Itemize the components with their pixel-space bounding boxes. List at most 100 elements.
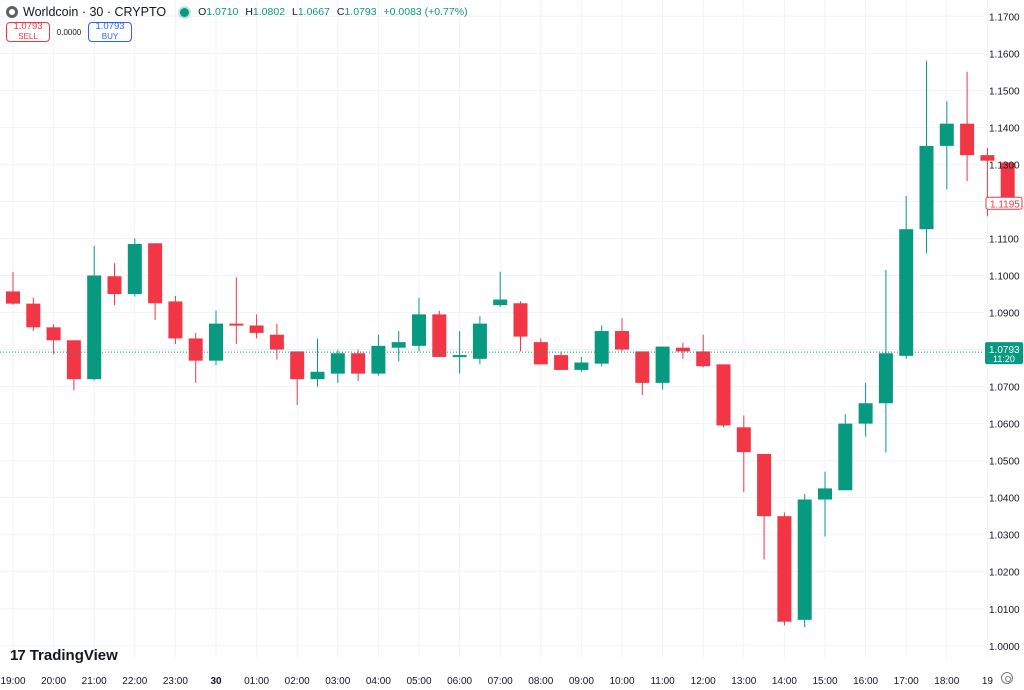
candle-body <box>736 427 751 453</box>
x-tick-label: 18:00 <box>934 676 959 687</box>
x-tick-label: 10:00 <box>609 676 634 687</box>
close-label: C <box>336 6 345 18</box>
low-value: 1.0667 <box>297 6 330 18</box>
x-tick-label: 12:00 <box>691 676 716 687</box>
candle-body <box>168 301 183 339</box>
close-value: 1.0793 <box>344 6 377 18</box>
candle-body <box>513 303 528 337</box>
time-axis[interactable]: 19:00 20:00 21:00 22:00 23:00 30 01:00 02:00 03:… <box>0 676 993 687</box>
candle-body <box>391 342 406 348</box>
candle-body <box>330 353 345 374</box>
symbol-name[interactable]: Worldcoin · 30 · CRYPTO <box>23 5 167 19</box>
candle-body <box>635 351 650 383</box>
candle-body <box>960 123 975 156</box>
x-tick-label: 04:00 <box>366 676 391 687</box>
symbol-legend: Worldcoin · 30 · CRYPTO O1.0710 H1.0802 … <box>6 4 468 20</box>
candle-body <box>229 323 244 326</box>
candle-body <box>209 323 223 361</box>
x-tick-label: 02:00 <box>285 676 310 687</box>
x-tick-label: 30 <box>210 676 222 687</box>
high-label: H <box>245 6 253 18</box>
candle-body <box>66 340 81 380</box>
x-tick-label: 13:00 <box>731 676 756 687</box>
candle-body <box>818 488 832 500</box>
y-tick-label: 1.1100 <box>989 234 1019 245</box>
x-tick-label: 09:00 <box>569 676 594 687</box>
x-tick-label: 08:00 <box>528 676 553 687</box>
y-tick-label: 1.0300 <box>989 531 1020 542</box>
candle-body <box>6 291 20 304</box>
x-tick-label: 19 <box>982 676 994 687</box>
y-tick-label: 1.0700 <box>989 383 1020 394</box>
y-tick-label: 1.0000 <box>989 642 1020 653</box>
x-tick-label: 22:00 <box>122 676 147 687</box>
y-tick-label: 1.1500 <box>989 86 1020 97</box>
x-tick-label: 17:00 <box>894 676 919 687</box>
y-tick-label: 1.0500 <box>989 457 1020 468</box>
candle-body <box>472 323 487 359</box>
y-tick-label: 1.1000 <box>989 271 1020 282</box>
candle-body <box>310 371 325 380</box>
candle-body <box>249 325 264 333</box>
y-tick-label: 1.1700 <box>989 12 1020 23</box>
tradingview-logo[interactable]: 17 TradingView <box>10 647 118 664</box>
candle-body <box>188 338 203 361</box>
chart-grid <box>0 0 988 658</box>
sell-button[interactable]: 1.0793 SELL <box>6 22 50 42</box>
candle-body <box>797 499 812 620</box>
x-tick-label: 03:00 <box>325 676 350 687</box>
current-price-badge <box>985 342 1023 365</box>
candle-body <box>939 123 954 146</box>
open-label: O <box>198 6 207 18</box>
candle-body <box>1000 162 1015 204</box>
candle-body <box>878 353 893 404</box>
worldcoin-icon <box>6 6 18 18</box>
candles <box>6 60 1015 628</box>
candle-body <box>858 403 873 424</box>
x-tick-label: 11:00 <box>650 676 675 687</box>
buy-label: BUY <box>101 32 119 41</box>
change-value: +0.0083 (+0.77%) <box>383 6 468 18</box>
sell-label: SELL <box>18 32 38 41</box>
candle-body <box>899 229 914 356</box>
candle-body <box>533 342 548 365</box>
x-tick-label: 16:00 <box>853 676 878 687</box>
price-axis[interactable]: 1.0000 1.0100 1.0200 1.0300 1.0400 1.0500 1.06… <box>985 12 1023 653</box>
candle-body <box>655 346 670 383</box>
y-tick-label: 1.1300 <box>989 160 1020 171</box>
x-tick-label: 19:00 <box>0 676 25 687</box>
candle-body <box>107 276 122 295</box>
trade-buttons: 1.0793 SELL 0.0000 1.0793 BUY <box>6 22 132 42</box>
candle-body <box>675 347 690 352</box>
y-tick-label: 1.0100 <box>989 605 1020 616</box>
settings-gear-icon[interactable] <box>1001 672 1013 684</box>
open-value: 1.0710 <box>206 6 239 18</box>
candle-body <box>148 243 163 304</box>
candle-body <box>594 331 609 364</box>
x-tick-label: 14:00 <box>772 676 797 687</box>
y-tick-label: 1.1600 <box>989 49 1020 60</box>
candle-body <box>351 353 366 374</box>
x-tick-label: 05:00 <box>406 676 431 687</box>
y-tick-label: 1.0200 <box>989 568 1020 579</box>
x-tick-label: 06:00 <box>447 676 472 687</box>
y-tick-label: 1.1400 <box>989 123 1020 134</box>
candle-body <box>757 453 772 517</box>
candle-body <box>290 351 305 380</box>
buy-button[interactable]: 1.0793 BUY <box>88 22 132 42</box>
candle-body <box>371 345 386 374</box>
candle-body <box>452 355 467 358</box>
ohlc-values: O1.0710 H1.0802 L1.0667 C1.0793 +0.0083 … <box>198 6 467 18</box>
candle-body <box>696 351 711 367</box>
sell-price: 1.0793 <box>13 21 43 32</box>
last-price-label: 1.1195 <box>990 199 1020 210</box>
candle-body <box>412 314 426 346</box>
y-tick-label: 1.0900 <box>989 309 1020 320</box>
y-tick-label: 1.0400 <box>989 494 1020 505</box>
spread-value: 0.0000 <box>56 27 82 37</box>
candle-body <box>493 299 508 306</box>
x-tick-label: 23:00 <box>163 676 188 687</box>
countdown-label: 11:20 <box>993 354 1015 364</box>
x-tick-label: 15:00 <box>812 676 837 687</box>
